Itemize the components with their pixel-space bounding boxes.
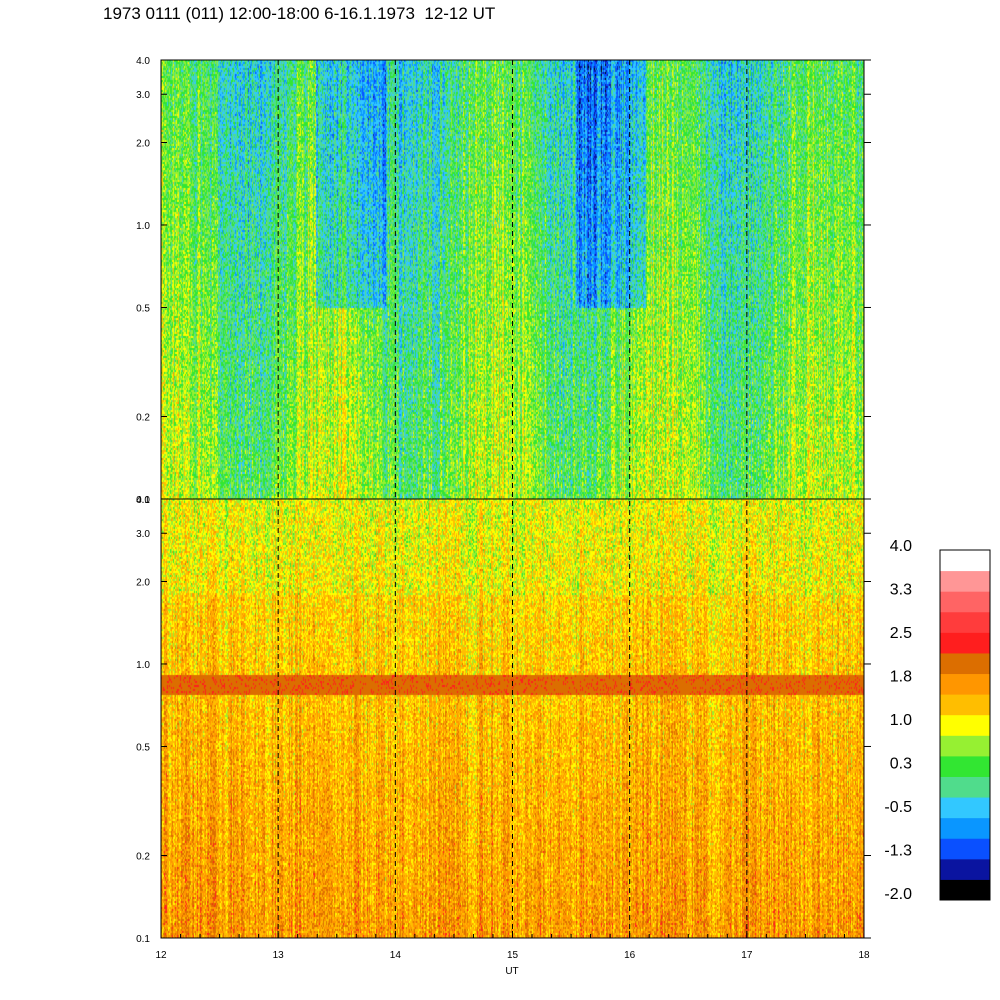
colorbar-swatch xyxy=(940,735,990,757)
colorbar-swatch xyxy=(940,652,990,675)
colorbar-swatch xyxy=(940,879,990,901)
colorbar-label: 1.0 xyxy=(890,712,912,729)
colorbar-label: 0.3 xyxy=(890,756,912,773)
y-tick-label: 0.2 xyxy=(136,852,150,863)
x-tick-label: 16 xyxy=(624,950,636,961)
y-tick-label: 3.0 xyxy=(136,90,150,101)
y-tick-label: 0.5 xyxy=(136,303,150,314)
colorbar-swatch xyxy=(940,797,990,819)
y-tick-label: 0.1 xyxy=(136,495,150,506)
y-tick-label: 1.0 xyxy=(136,660,150,671)
x-tick-label: 15 xyxy=(507,950,519,961)
x-tick-label: 13 xyxy=(273,950,285,961)
colorbar-swatch xyxy=(940,550,990,572)
colorbar-swatch xyxy=(940,714,990,736)
colorbar-swatch xyxy=(940,591,990,613)
x-tick-label: 14 xyxy=(390,950,402,961)
colorbar-label: 1.8 xyxy=(890,669,912,686)
colorbar-swatch xyxy=(940,755,990,777)
colorbar-swatch xyxy=(940,673,990,695)
y-tick-label: 0.1 xyxy=(136,934,150,945)
colorbar-swatch xyxy=(940,858,990,880)
y-tick-label: 3.0 xyxy=(136,529,150,540)
colorbar-swatch xyxy=(940,838,990,860)
colorbar-label: 3.3 xyxy=(890,582,912,599)
y-tick-label: 0.5 xyxy=(136,742,150,753)
y-tick-label: 2.0 xyxy=(136,577,150,588)
colorbar-swatch xyxy=(940,570,990,592)
colorbar-swatch xyxy=(940,776,990,798)
y-tick-label: 2.0 xyxy=(136,138,150,149)
y-tick-label: 1.0 xyxy=(136,221,150,232)
colorbar-label: 2.5 xyxy=(890,625,912,642)
colorbar-swatch xyxy=(940,611,990,633)
colorbar-label: 4.0 xyxy=(890,538,912,555)
colorbar-label: -0.5 xyxy=(884,799,912,816)
x-axis-label: UT xyxy=(505,966,518,977)
colorbar-frame xyxy=(939,549,991,901)
colorbar-label: -2.0 xyxy=(884,886,912,903)
colorbar-swatch xyxy=(940,632,990,654)
x-tick-label: 12 xyxy=(155,950,167,961)
colorbar-swatch xyxy=(940,817,990,839)
colorbar-label: -1.3 xyxy=(884,843,912,860)
x-tick-label: 18 xyxy=(858,950,870,961)
y-tick-label: 4.0 xyxy=(136,495,150,506)
colorbar-swatch xyxy=(940,694,990,716)
x-tick-label: 17 xyxy=(741,950,753,961)
chart-title: 1973 0111 (011) 12:00-18:00 6-16.1.1973 … xyxy=(103,4,496,23)
y-tick-label: 0.2 xyxy=(136,413,150,424)
y-tick-label: 4.0 xyxy=(136,56,150,67)
